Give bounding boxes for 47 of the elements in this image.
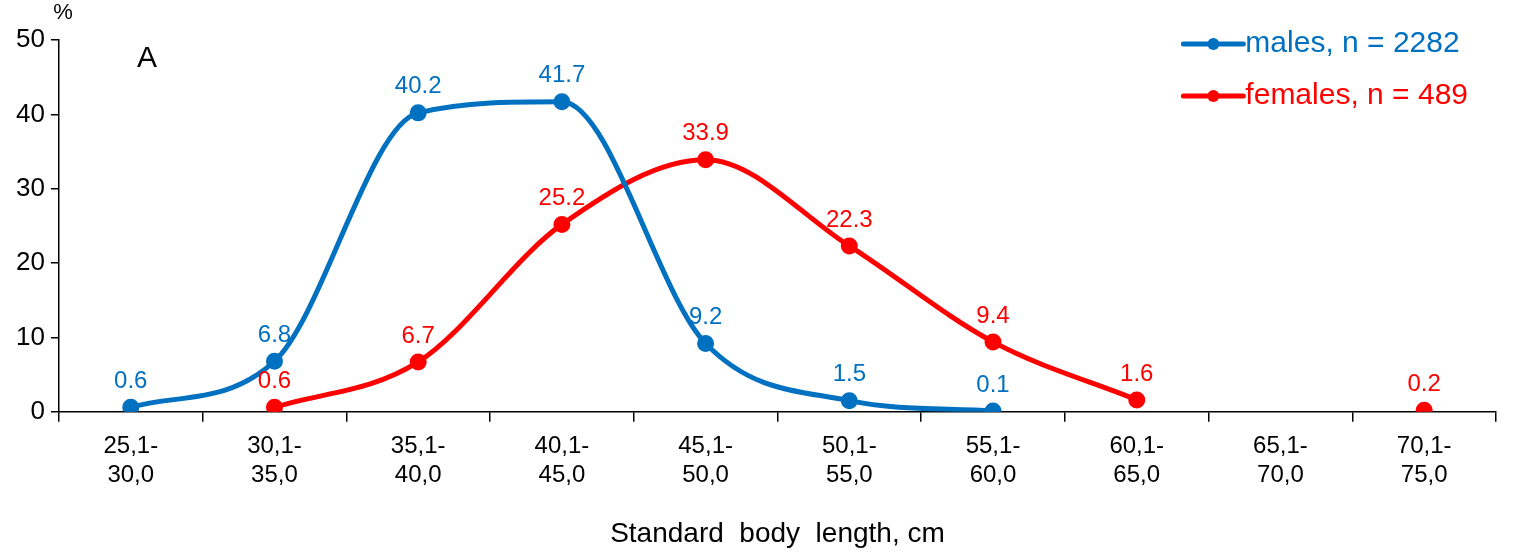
point [1128,391,1146,409]
legend-label: males, n = 2282 [1245,25,1460,59]
point [840,392,858,410]
data-label: 22.3 [825,204,873,232]
point [553,93,571,111]
x-tick-label: 65,1-70,0 [1253,430,1308,487]
y-tick-label: 50 [16,23,45,54]
point [409,104,427,122]
point [265,352,283,370]
data-label: 33.9 [682,118,729,146]
data-label: 1.6 [1120,358,1154,386]
y-tick-label: 10 [16,320,45,351]
data-label: 40.2 [394,71,442,99]
x-tick-label: 40,1-45,0 [534,430,590,487]
legend-label: females, n = 489 [1245,77,1469,111]
x-tick-label: 60,1-65,0 [1109,430,1165,487]
y-tick-label: 40 [16,97,45,128]
x-tick-label: 50,1-55,0 [821,430,877,487]
annotation: A [136,40,157,74]
data-label: 1.5 [832,359,866,387]
x-tick-label: 55,1-60,0 [965,430,1021,487]
data-label: 0.2 [1407,368,1441,396]
data-label: 6.7 [401,320,435,348]
data-label: 25.2 [538,183,586,211]
data-label: 9.2 [688,302,723,330]
data-label: 0.6 [257,365,292,393]
y-axis-title: % [53,0,73,25]
y-tick-label: 0 [30,394,45,425]
point [697,151,715,169]
x-tick-label: 30,1-35,0 [247,430,302,487]
point [697,334,715,352]
x-tick-label: 35,1-40,0 [390,430,446,487]
data-label: 0.1 [976,369,1010,397]
x-tick-label: 25,1-30,0 [103,430,159,487]
data-label: 0.6 [114,365,148,393]
y-tick-label: 30 [16,171,45,202]
data-label: 41.7 [538,60,586,88]
point [840,237,858,255]
point [553,215,571,233]
data-label: 6.8 [257,319,292,347]
x-tick-label: 45,1-50,0 [678,430,733,487]
data-label: 9.4 [976,300,1010,328]
x-tick-label: 70,1-75,0 [1396,430,1452,487]
y-tick-label: 20 [16,246,45,277]
point [984,333,1002,351]
x-axis-title: Standard body length, cm [610,516,945,548]
point [409,353,427,371]
